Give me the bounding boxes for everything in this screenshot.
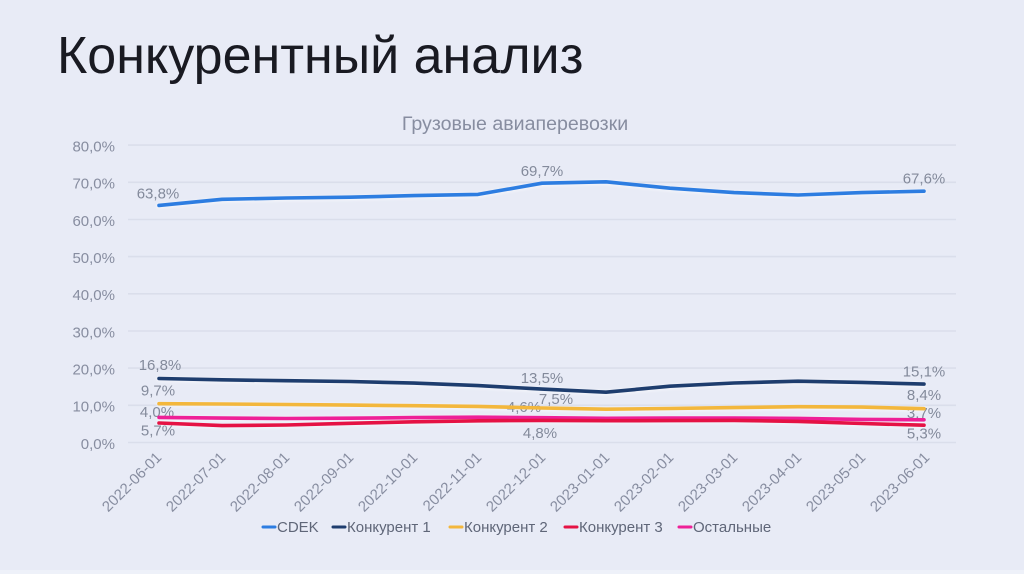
svg-text:15,1%: 15,1% — [903, 364, 946, 381]
svg-text:70,0%: 70,0% — [72, 176, 115, 193]
svg-text:16,8%: 16,8% — [139, 357, 182, 374]
svg-text:40,0%: 40,0% — [72, 287, 115, 304]
svg-text:67,6%: 67,6% — [903, 171, 946, 188]
svg-text:80,0%: 80,0% — [72, 138, 115, 155]
svg-text:13,5%: 13,5% — [521, 370, 564, 387]
svg-text:Остальные: Остальные — [693, 519, 771, 536]
svg-text:Конкурент 2: Конкурент 2 — [464, 519, 548, 536]
svg-text:0,0%: 0,0% — [81, 436, 115, 453]
svg-text:Грузовые авиаперевозки: Грузовые авиаперевозки — [402, 113, 628, 135]
svg-text:5,3%: 5,3% — [907, 426, 941, 443]
svg-text:9,7%: 9,7% — [141, 383, 175, 400]
svg-text:5,7%: 5,7% — [141, 423, 175, 440]
svg-text:8,4%: 8,4% — [907, 387, 941, 404]
svg-text:Конкурент 3: Конкурент 3 — [579, 519, 663, 536]
svg-text:CDEK: CDEK — [277, 519, 319, 536]
svg-text:20,0%: 20,0% — [72, 361, 115, 378]
svg-text:4,8%: 4,8% — [523, 425, 557, 442]
svg-text:50,0%: 50,0% — [72, 250, 115, 267]
svg-text:7,5%: 7,5% — [539, 391, 573, 408]
svg-text:63,8%: 63,8% — [137, 186, 180, 203]
svg-text:Конкурентный анализ: Конкурентный анализ — [57, 27, 583, 85]
svg-text:10,0%: 10,0% — [72, 399, 115, 416]
svg-text:60,0%: 60,0% — [72, 213, 115, 230]
svg-text:30,0%: 30,0% — [72, 324, 115, 341]
svg-text:Конкурент 1: Конкурент 1 — [347, 519, 431, 536]
svg-text:69,7%: 69,7% — [521, 163, 564, 180]
